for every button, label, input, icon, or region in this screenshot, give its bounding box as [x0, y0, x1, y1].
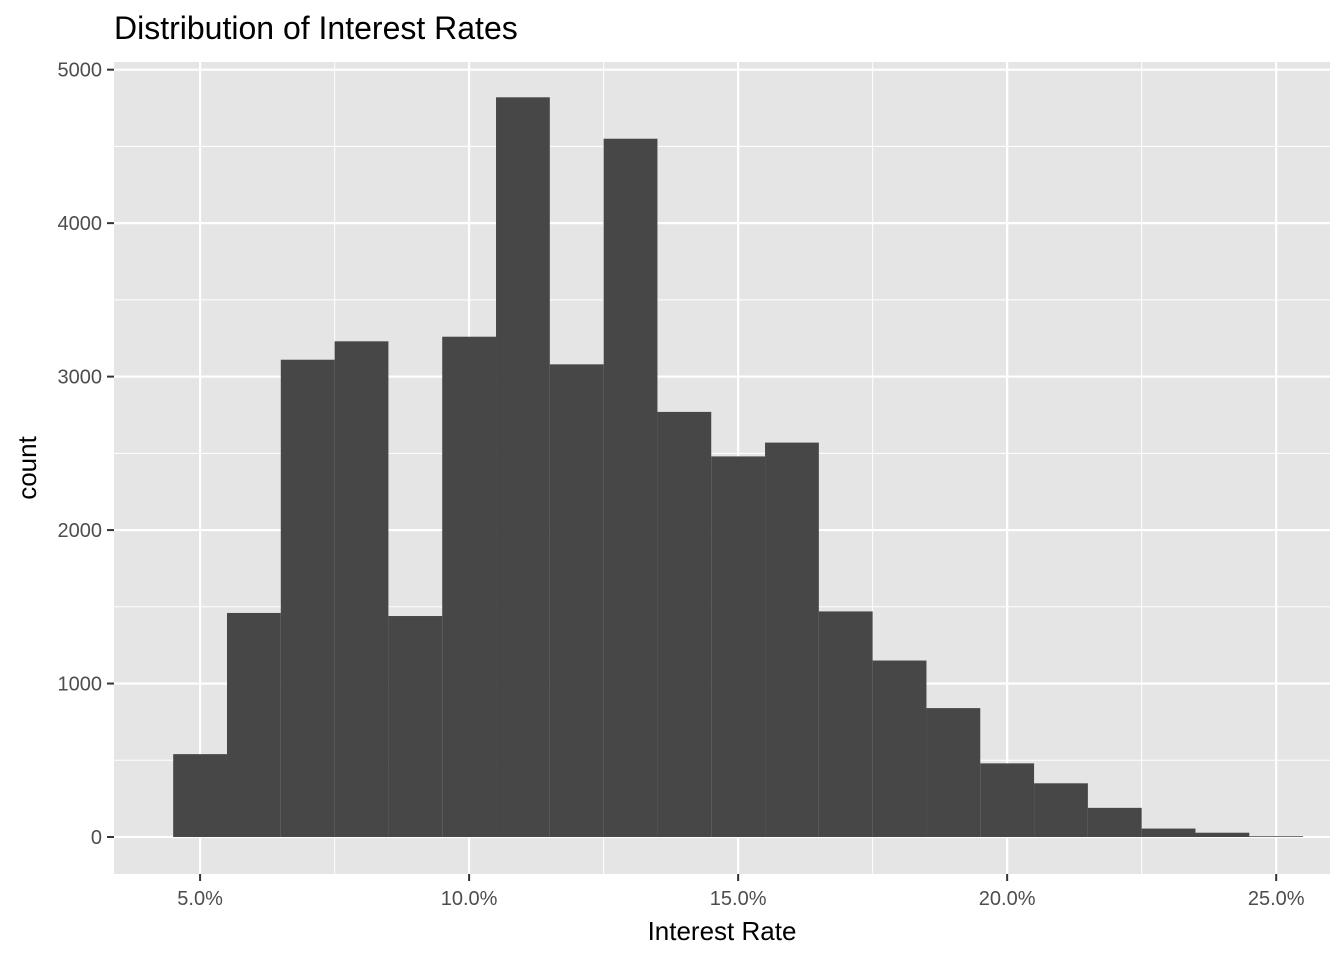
histogram-bar — [549, 364, 604, 838]
histogram-bar — [226, 612, 281, 838]
histogram-bar — [496, 97, 550, 838]
histogram-bar — [1249, 836, 1304, 838]
x-axis: 5.0% 10.0% 15.0% 20.0% 25.0% — [177, 874, 1305, 910]
histogram-bar — [280, 359, 335, 838]
histogram-bars — [173, 97, 1304, 838]
y-tick-label: 4000 — [58, 213, 103, 235]
histogram-bar — [980, 763, 1035, 838]
histogram-bar — [872, 660, 927, 838]
y-tick-label: 5000 — [58, 60, 103, 82]
histogram-bar — [442, 336, 497, 838]
histogram-bar — [1141, 828, 1196, 838]
histogram-bar — [926, 708, 981, 838]
histogram-bar — [388, 616, 443, 838]
histogram-bar — [765, 442, 819, 838]
y-tick-label: 1000 — [58, 674, 103, 696]
y-axis: 0 1000 2000 3000 4000 5000 — [58, 60, 114, 849]
histogram-bar — [173, 754, 227, 838]
y-axis-title: count — [12, 435, 42, 499]
x-tick-label: 15.0% — [710, 888, 767, 910]
x-tick-label: 25.0% — [1248, 888, 1305, 910]
x-axis-title: Interest Rate — [648, 916, 797, 946]
y-tick-label: 0 — [91, 827, 102, 849]
histogram-bar — [657, 411, 712, 838]
y-tick-label: 2000 — [58, 520, 103, 542]
x-tick-label: 10.0% — [441, 888, 498, 910]
histogram-bar — [1087, 807, 1142, 838]
histogram-bar — [818, 611, 873, 838]
histogram-bar — [603, 138, 658, 838]
x-tick-label: 5.0% — [177, 888, 223, 910]
x-tick-label: 20.0% — [979, 888, 1036, 910]
histogram-bar — [1034, 783, 1088, 838]
histogram-bar — [334, 341, 389, 838]
y-tick-label: 3000 — [58, 367, 103, 389]
histogram-bar — [1195, 832, 1250, 838]
histogram-bar — [711, 456, 766, 838]
chart-title: Distribution of Interest Rates — [114, 10, 518, 46]
